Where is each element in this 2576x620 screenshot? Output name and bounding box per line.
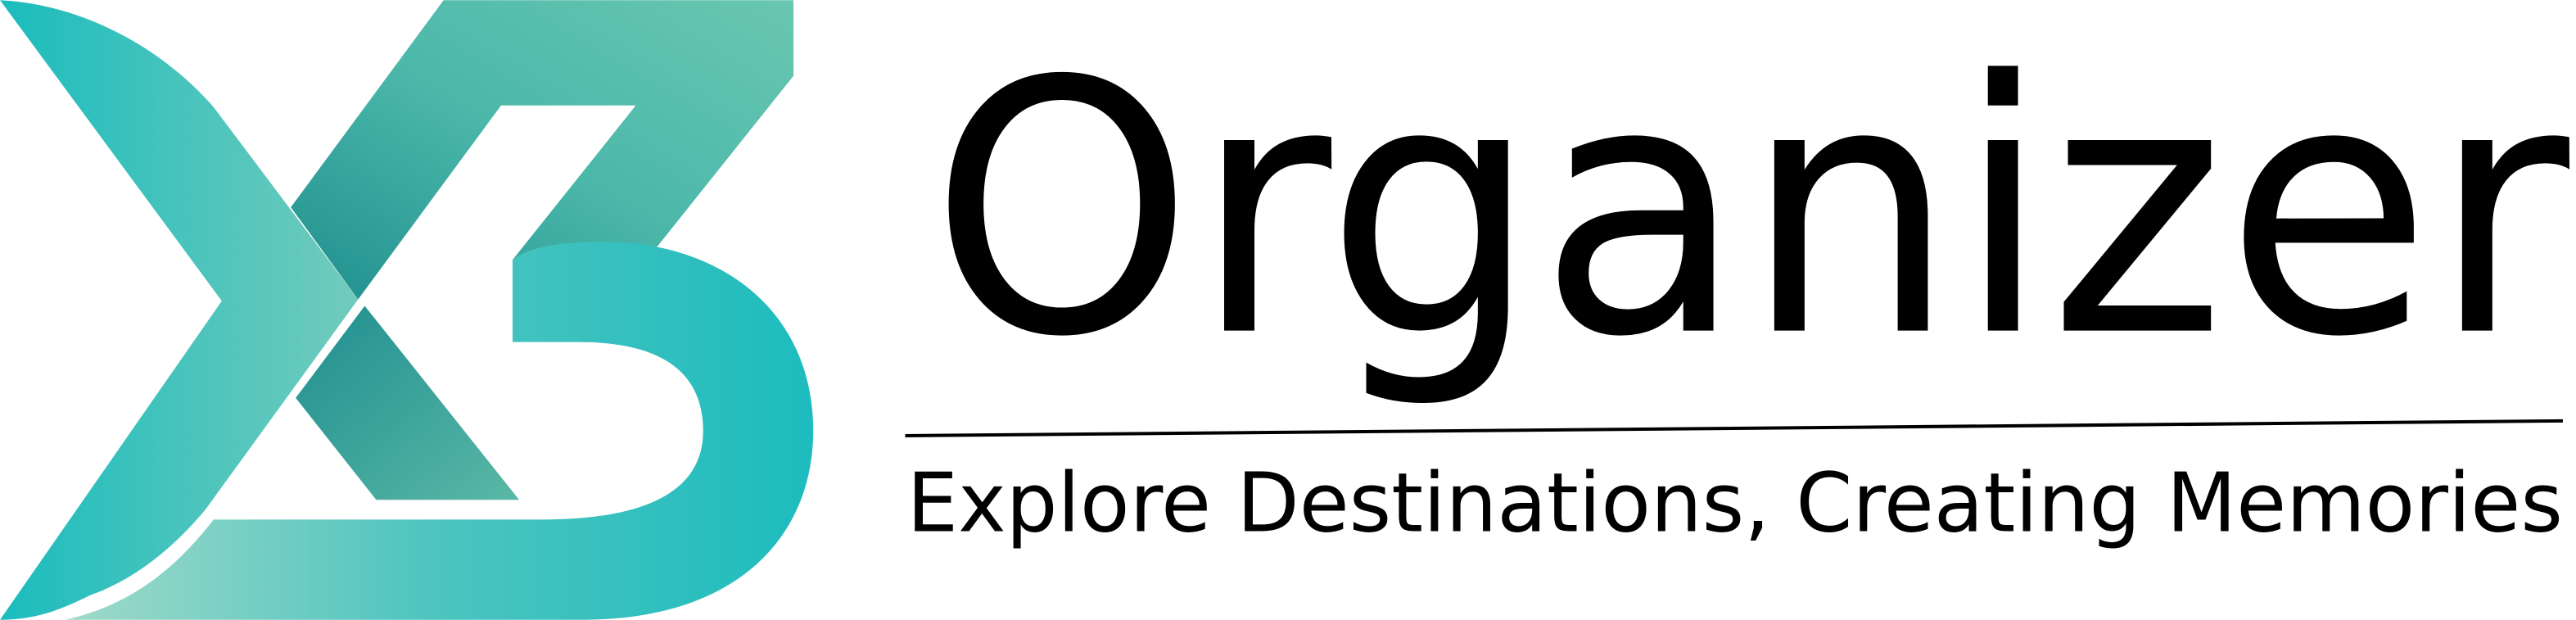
logo-mark — [0, 0, 814, 620]
mark-left-stroke — [0, 0, 359, 620]
mark-three — [66, 242, 814, 620]
mark-upper-arm — [291, 0, 794, 300]
logo-tagline: Explore Destinations, Creating Memories — [907, 455, 2563, 550]
mark-triangle — [296, 305, 520, 500]
logo-name: Organizer — [930, 8, 2574, 414]
divider-line — [905, 419, 2563, 437]
